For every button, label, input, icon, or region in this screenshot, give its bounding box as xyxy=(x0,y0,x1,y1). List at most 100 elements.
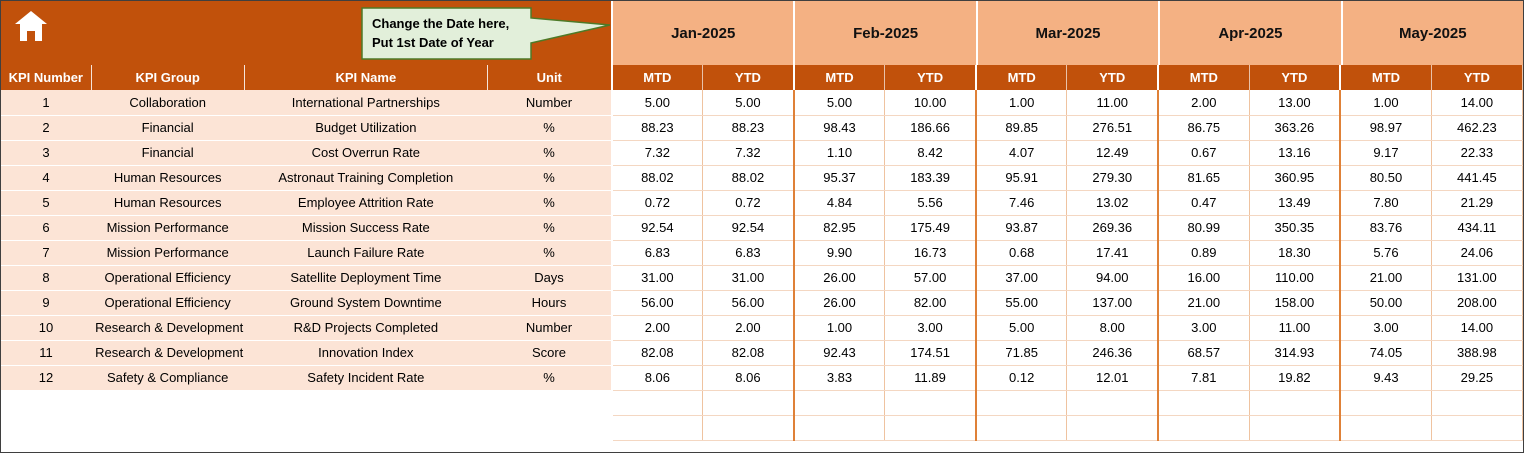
cell-value[interactable]: 4.07 xyxy=(974,140,1068,166)
cell-value[interactable]: 7.32 xyxy=(610,140,704,166)
cell-kpi-group[interactable]: Mission Performance xyxy=(91,215,245,241)
cell-kpi-name[interactable]: Budget Utilization xyxy=(244,115,488,141)
cell-empty[interactable] xyxy=(1157,415,1250,441)
cell-value[interactable]: 3.83 xyxy=(792,365,886,391)
cell-empty[interactable] xyxy=(702,415,795,441)
cell-value[interactable]: 92.43 xyxy=(792,340,886,366)
cell-kpi-name[interactable]: Cost Overrun Rate xyxy=(244,140,488,166)
cell-value[interactable]: 186.66 xyxy=(884,115,977,141)
cell-value[interactable]: 1.10 xyxy=(792,140,886,166)
cell-value[interactable]: 10.00 xyxy=(884,90,977,116)
cell-value[interactable]: 175.49 xyxy=(884,215,977,241)
cell-value[interactable]: 74.05 xyxy=(1339,340,1432,366)
cell-value[interactable]: 0.67 xyxy=(1157,140,1250,166)
cell-value[interactable]: 3.00 xyxy=(1157,315,1250,341)
cell-kpi-name[interactable]: Innovation Index xyxy=(244,340,488,366)
cell-value[interactable]: 82.00 xyxy=(884,290,977,316)
cell-unit[interactable]: % xyxy=(487,140,613,166)
header-mtd-apr[interactable]: MTD xyxy=(1157,65,1250,90)
cell-value[interactable]: 82.08 xyxy=(702,340,795,366)
cell-unit[interactable]: % xyxy=(487,215,613,241)
cell-empty[interactable] xyxy=(1066,390,1159,416)
cell-value[interactable]: 19.82 xyxy=(1249,365,1341,391)
cell-value[interactable]: 94.00 xyxy=(1066,265,1159,291)
cell-value[interactable]: 21.00 xyxy=(1339,265,1432,291)
cell-value[interactable]: 92.54 xyxy=(702,215,795,241)
cell-value[interactable]: 0.47 xyxy=(1157,190,1250,216)
cell-kpi-number[interactable]: 5 xyxy=(1,190,92,216)
cell-value[interactable]: 5.76 xyxy=(1339,240,1432,266)
cell-kpi-number[interactable]: 11 xyxy=(1,340,92,366)
cell-value[interactable]: 9.17 xyxy=(1339,140,1432,166)
cell-kpi-number[interactable]: 7 xyxy=(1,240,92,266)
cell-value[interactable]: 388.98 xyxy=(1431,340,1523,366)
cell-value[interactable]: 80.50 xyxy=(1339,165,1432,191)
cell-value[interactable]: 0.12 xyxy=(974,365,1068,391)
cell-value[interactable]: 3.00 xyxy=(884,315,977,341)
cell-value[interactable]: 8.42 xyxy=(884,140,977,166)
cell-value[interactable]: 21.29 xyxy=(1431,190,1523,216)
cell-value[interactable]: 5.56 xyxy=(884,190,977,216)
cell-unit[interactable]: % xyxy=(487,165,613,191)
cell-kpi-name[interactable]: Safety Incident Rate xyxy=(244,365,488,391)
cell-value[interactable]: 314.93 xyxy=(1249,340,1341,366)
cell-value[interactable]: 434.11 xyxy=(1431,215,1523,241)
cell-empty[interactable] xyxy=(792,390,886,416)
cell-value[interactable]: 8.06 xyxy=(610,365,704,391)
cell-value[interactable]: 11.00 xyxy=(1066,90,1159,116)
header-kpi-group[interactable]: KPI Group xyxy=(91,65,245,90)
cell-value[interactable]: 31.00 xyxy=(610,265,704,291)
header-mtd-feb[interactable]: MTD xyxy=(792,65,886,90)
cell-value[interactable]: 80.99 xyxy=(1157,215,1250,241)
cell-value[interactable]: 68.57 xyxy=(1157,340,1250,366)
cell-empty[interactable] xyxy=(884,390,977,416)
cell-kpi-name[interactable]: Employee Attrition Rate xyxy=(244,190,488,216)
cell-kpi-number[interactable]: 8 xyxy=(1,265,92,291)
cell-value[interactable]: 137.00 xyxy=(1066,290,1159,316)
cell-value[interactable]: 95.37 xyxy=(792,165,886,191)
cell-kpi-group[interactable]: Collaboration xyxy=(91,90,245,116)
cell-value[interactable]: 1.00 xyxy=(974,90,1068,116)
header-ytd-jan[interactable]: YTD xyxy=(702,65,795,90)
cell-value[interactable]: 0.72 xyxy=(702,190,795,216)
cell-value[interactable]: 4.84 xyxy=(792,190,886,216)
cell-value[interactable]: 9.43 xyxy=(1339,365,1432,391)
cell-kpi-number[interactable]: 12 xyxy=(1,365,92,391)
cell-value[interactable]: 7.80 xyxy=(1339,190,1432,216)
cell-value[interactable]: 29.25 xyxy=(1431,365,1523,391)
cell-value[interactable]: 16.00 xyxy=(1157,265,1250,291)
cell-empty[interactable] xyxy=(91,415,245,440)
header-ytd-feb[interactable]: YTD xyxy=(884,65,977,90)
cell-value[interactable]: 14.00 xyxy=(1431,90,1523,116)
cell-empty[interactable] xyxy=(244,415,488,440)
cell-value[interactable]: 26.00 xyxy=(792,265,886,291)
header-mtd-may[interactable]: MTD xyxy=(1339,65,1432,90)
cell-kpi-name[interactable]: Astronaut Training Completion xyxy=(244,165,488,191)
cell-value[interactable]: 88.02 xyxy=(702,165,795,191)
cell-kpi-group[interactable]: Research & Development xyxy=(91,315,245,341)
cell-kpi-name[interactable]: R&D Projects Completed xyxy=(244,315,488,341)
cell-value[interactable]: 1.00 xyxy=(1339,90,1432,116)
cell-value[interactable]: 110.00 xyxy=(1249,265,1341,291)
cell-kpi-number[interactable]: 3 xyxy=(1,140,92,166)
cell-value[interactable]: 6.83 xyxy=(610,240,704,266)
cell-value[interactable]: 81.65 xyxy=(1157,165,1250,191)
cell-value[interactable]: 12.49 xyxy=(1066,140,1159,166)
cell-value[interactable]: 83.76 xyxy=(1339,215,1432,241)
cell-value[interactable]: 5.00 xyxy=(610,90,704,116)
cell-kpi-number[interactable]: 10 xyxy=(1,315,92,341)
cell-kpi-group[interactable]: Human Resources xyxy=(91,165,245,191)
cell-empty[interactable] xyxy=(702,390,795,416)
cell-value[interactable]: 8.00 xyxy=(1066,315,1159,341)
cell-value[interactable]: 208.00 xyxy=(1431,290,1523,316)
cell-value[interactable]: 98.97 xyxy=(1339,115,1432,141)
cell-kpi-number[interactable]: 9 xyxy=(1,290,92,316)
cell-empty[interactable] xyxy=(884,415,977,441)
cell-empty[interactable] xyxy=(610,390,704,416)
cell-kpi-group[interactable]: Financial xyxy=(91,115,245,141)
cell-unit[interactable]: Days xyxy=(487,265,613,291)
cell-value[interactable]: 350.35 xyxy=(1249,215,1341,241)
cell-value[interactable]: 174.51 xyxy=(884,340,977,366)
cell-empty[interactable] xyxy=(1339,415,1432,441)
cell-value[interactable]: 88.23 xyxy=(610,115,704,141)
